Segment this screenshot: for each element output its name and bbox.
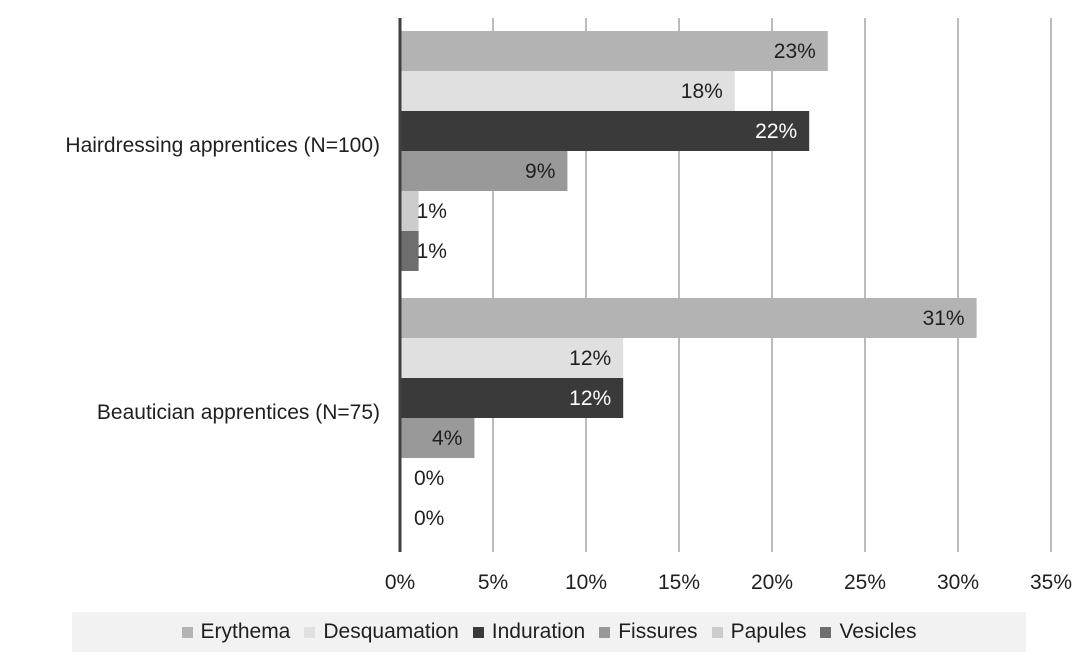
bar-chart: 23% 18% 22% 9% 1% 1% 31% 12% 12% 4% 0% 0% Hairdress… (65, 18, 1072, 594)
bar-erythema (400, 298, 977, 338)
legend-item: Vesicles (820, 620, 917, 644)
bar-value-label: 0% (414, 467, 444, 490)
legend-label: Desquamation (323, 620, 459, 643)
legend: Erythema Desquamation Induration Fissures Pa… (72, 612, 1026, 652)
bar-induration (400, 111, 810, 151)
x-tick-labels: 0% 5% 10% 15% 20% 25% 30% 35% (385, 571, 1072, 594)
legend-swatch (472, 626, 484, 638)
bar-value-label: 1% (417, 200, 447, 223)
category-label: Hairdressing apprentices (N=100) (65, 134, 380, 157)
legend-label: Induration (491, 620, 586, 643)
legend-swatch (820, 626, 832, 638)
legend-label: Fissures (618, 620, 698, 643)
legend-label: Papules (730, 620, 807, 643)
bar-value-label: 18% (681, 80, 723, 103)
bar-value-label: 4% (432, 427, 462, 450)
bar-papules (400, 191, 419, 231)
bar-value-label: 12% (569, 347, 611, 370)
x-tick-label: 15% (658, 571, 700, 594)
legend-item: Induration (472, 620, 586, 644)
bar-desquamation (400, 338, 624, 378)
x-tick-label: 10% (565, 571, 607, 594)
legend-label: Erythema (200, 620, 291, 643)
legend-item: Erythema (181, 620, 291, 644)
bar-value-label: 0% (414, 507, 444, 530)
legend-item: Papules (711, 620, 807, 644)
category-label: Beautician apprentices (N=75) (97, 401, 380, 424)
category-labels: Hairdressing apprentices (N=100) Beautici… (65, 134, 380, 424)
legend-item: Fissures (599, 620, 698, 644)
bar-value-label: 9% (525, 160, 555, 183)
bar-value-label: 12% (569, 387, 611, 410)
bar-erythema (400, 31, 828, 71)
bar-value-label: 31% (923, 307, 965, 330)
bar-value-label: 22% (755, 120, 797, 143)
x-tick-label: 5% (478, 571, 508, 594)
x-tick-label: 30% (937, 571, 979, 594)
legend-swatch (599, 626, 611, 638)
x-tick-label: 20% (751, 571, 793, 594)
bar-induration (400, 378, 624, 418)
legend-swatch (711, 626, 723, 638)
bar-desquamation (400, 71, 735, 111)
bar-fissures (400, 151, 568, 191)
bars: 23% 18% 22% 9% 1% 1% 31% 12% 12% 4% 0% 0% (400, 31, 977, 530)
legend-item: Desquamation (304, 620, 459, 644)
x-tick-label: 35% (1030, 571, 1072, 594)
x-tick-label: 25% (844, 571, 886, 594)
bar-fissures (400, 418, 475, 458)
bar-value-label: 1% (417, 240, 447, 263)
legend-swatch (304, 626, 316, 638)
legend-label: Vesicles (839, 620, 917, 643)
x-tick-label: 0% (385, 571, 415, 594)
legend-swatch (181, 626, 193, 638)
bar-vesicles (400, 231, 419, 271)
bar-value-label: 23% (774, 40, 816, 63)
